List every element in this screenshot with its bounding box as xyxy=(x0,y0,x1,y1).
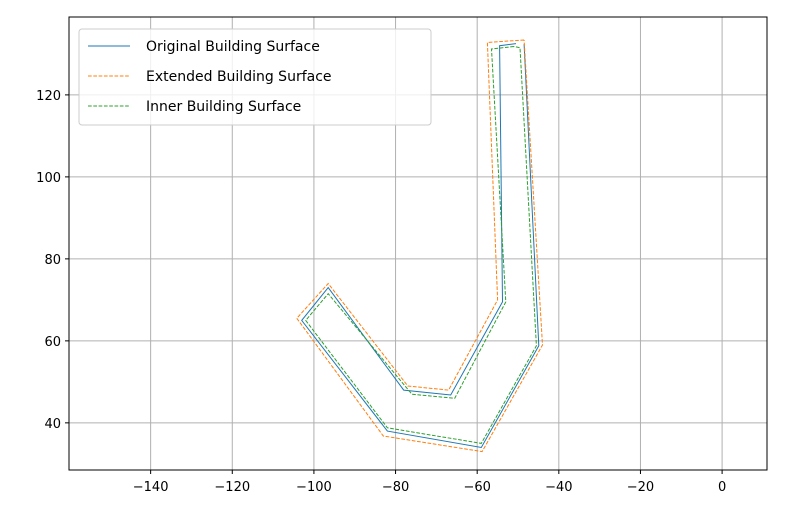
series-line-3 xyxy=(305,46,537,444)
x-axis: −140 −120 −100 −80 −60 −40 −20 0 xyxy=(133,470,726,495)
x-tick-label: −60 xyxy=(463,480,490,495)
y-axis: 40 60 80 100 120 xyxy=(36,89,69,432)
x-tick-label: −40 xyxy=(545,480,572,495)
legend-box xyxy=(78,28,432,126)
legend-label: Extended Building Surface xyxy=(146,69,332,85)
legend: Original Building Surface Extended Buildi… xyxy=(78,28,432,126)
x-tick-label: −20 xyxy=(627,480,654,495)
y-tick-label: 120 xyxy=(36,89,61,104)
series-line-2 xyxy=(296,39,544,453)
y-tick-label: 40 xyxy=(44,417,61,432)
series-line-1 xyxy=(301,43,540,449)
plot-lines xyxy=(296,39,544,453)
x-tick-label: −140 xyxy=(133,480,169,495)
x-tick-label: −80 xyxy=(382,480,409,495)
legend-label: Inner Building Surface xyxy=(146,99,301,115)
y-tick-label: 80 xyxy=(44,253,61,268)
y-tick-label: 100 xyxy=(36,171,61,186)
axes-frame xyxy=(68,16,768,471)
y-tick-label: 60 xyxy=(44,335,61,350)
x-tick-label: −100 xyxy=(296,480,332,495)
x-tick-label: −120 xyxy=(214,480,250,495)
legend-label: Original Building Surface xyxy=(146,39,320,55)
x-tick-label: 0 xyxy=(718,480,726,495)
